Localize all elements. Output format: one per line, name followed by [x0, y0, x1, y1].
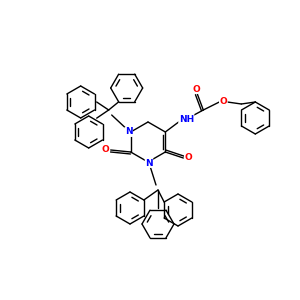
Text: O: O [184, 154, 192, 163]
Text: O: O [192, 85, 200, 94]
Text: O: O [102, 146, 110, 154]
Text: O: O [219, 97, 227, 106]
Text: N: N [145, 158, 153, 167]
Text: NH: NH [179, 115, 194, 124]
Text: N: N [125, 128, 133, 136]
